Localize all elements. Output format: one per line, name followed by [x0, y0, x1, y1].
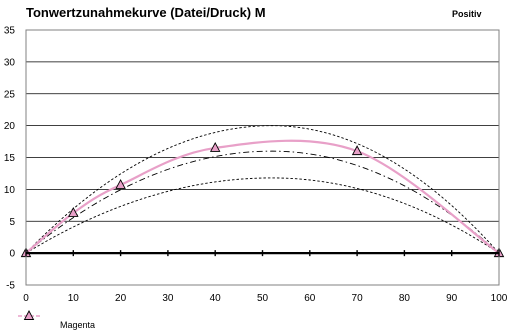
x-tick-label: 30	[162, 293, 174, 304]
y-tick-label: 5	[9, 217, 15, 228]
reference-curve-1	[25, 125, 500, 254]
legend: Magenta	[18, 310, 95, 330]
y-tick-label: 10	[4, 185, 16, 196]
x-tick-label: 20	[115, 293, 127, 304]
data-point-marker	[209, 141, 221, 152]
data-point-marker	[68, 207, 79, 217]
x-tick-label: 50	[257, 293, 269, 304]
plot-frame	[25, 29, 500, 286]
data-point-marker	[351, 145, 363, 156]
x-tick-label: 80	[399, 293, 411, 304]
y-tick-label: 30	[4, 57, 16, 68]
reference-curves	[25, 125, 500, 254]
y-tick-label: 35	[4, 26, 16, 37]
x-tick-label: 60	[304, 293, 316, 304]
axes: -5 0 5 10 15 20 25 30 35 0 10 20 30 40 50 60 70 80 90 100	[4, 26, 508, 305]
legend-marker	[23, 310, 35, 320]
x-tick-label: 40	[210, 293, 222, 304]
y-tick-label: 25	[4, 89, 16, 100]
y-tick-label: 0	[9, 249, 15, 260]
chart-title: Tonwertzunahmekurve (Datei/Druck) M	[26, 5, 266, 20]
y-tick-label: 15	[4, 153, 16, 164]
x-tick-label: 90	[446, 293, 458, 304]
x-tick-label: 100	[491, 293, 508, 304]
chart-subtitle: Positiv	[452, 9, 482, 19]
reference-curve-2	[25, 150, 500, 254]
x-tick-label: 0	[23, 293, 29, 304]
legend-label: Magenta	[60, 320, 95, 330]
y-tick-label: -5	[6, 281, 15, 292]
data-point-marker	[115, 178, 126, 189]
x-tick-label: 10	[68, 293, 80, 304]
y-tick-label: 20	[4, 121, 16, 132]
x-tick-label: 70	[352, 293, 364, 304]
